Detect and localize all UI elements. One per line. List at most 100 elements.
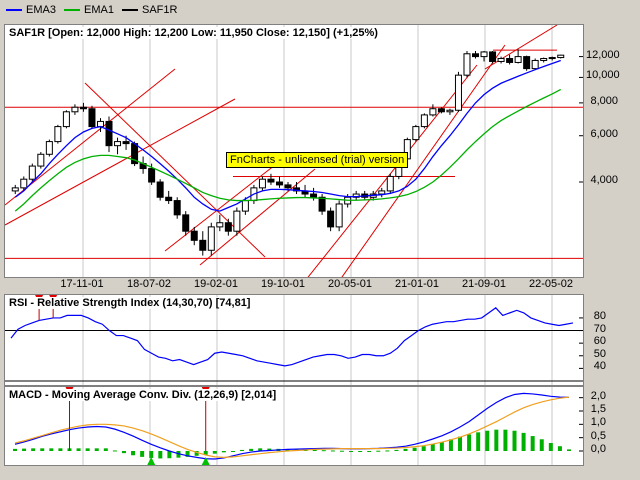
candle-body [327,210,335,228]
candle-body [71,106,79,113]
candle-body [258,178,266,189]
candle-body [540,58,548,61]
rsi-y-tick-label: 70 [593,322,606,335]
price-x-tick-label: 19-10-01 [260,278,306,290]
legend-item-ema1: EMA1 [64,3,114,17]
candle-body [420,114,428,128]
price-panel[interactable]: SAF1R [Open: 12,000 High: 12,200 Low: 11… [4,24,584,278]
macd-buy-marker [147,457,156,465]
macd-line-macd [14,392,570,460]
macd-histogram-bar [376,450,381,452]
candle-body [224,222,232,232]
candle-body [148,168,156,183]
candle-body [489,51,497,62]
candle-body [480,51,488,58]
candle-body [352,193,360,198]
candle-body [79,106,87,110]
rsi-line [10,307,574,367]
macd-histogram-bar [203,451,208,455]
macd-histogram-bar [285,449,290,451]
candle-body [122,141,130,145]
macd-histogram-bar [394,449,399,451]
macd-histogram-bar [103,448,108,451]
macd-histogram-bar [385,450,390,452]
macd-panel[interactable]: MACD - Moving Average Conv. Div. (12,26,… [4,386,584,466]
macd-histogram-bar [512,430,517,451]
candle-body [310,193,318,198]
macd-histogram-bar [85,448,90,451]
macd-histogram-bar [530,436,535,451]
candle-body [37,153,45,167]
candle-body [454,74,462,111]
macd-histogram-bar [321,450,326,452]
candle-body [531,59,539,70]
macd-histogram-bar [40,448,45,451]
macd-histogram-bar [503,429,508,451]
macd-histogram-bar [403,448,408,451]
price-x-tick-label: 20-05-01 [327,278,373,290]
candle-body [412,126,420,141]
ma-line-ema1 [14,88,562,212]
legend-label-saf1r: SAF1R [142,4,178,16]
macd-y-tick-label: 0,0 [590,443,606,455]
macd-histogram-bar [430,444,435,451]
macd-histogram-bar [367,451,372,452]
candle-body [275,181,283,186]
macd-histogram-bar [31,448,36,451]
macd-chart-svg [13,387,583,465]
legend-swatch-ema3 [6,9,22,11]
rsi-panel-title: RSI - Relative Strength Index (14,30,70)… [9,297,251,309]
price-y-tick-label: 4,000 [590,174,618,186]
candle-body [165,196,173,202]
candle-body [241,200,249,212]
macd-histogram-bar [94,448,99,451]
candle-body [233,210,241,232]
candle-body [557,54,565,59]
candle-body [199,239,207,251]
candle-body [54,126,62,143]
candle-body [267,178,275,183]
candle-body [105,120,113,147]
candle-body [216,222,224,228]
candle-body [96,120,104,128]
macd-histogram-bar [458,436,463,451]
candle-body [28,165,36,180]
macd-panel-title: MACD - Moving Average Conv. Div. (12,26,… [9,389,277,401]
legend-bar: EMA3 EMA1 SAF1R [0,0,640,22]
price-x-tick-label: 21-01-01 [394,278,440,290]
macd-histogram-bar [112,450,117,452]
macd-histogram-bar [476,432,481,451]
candle-body [156,181,164,198]
candle-body [386,175,394,192]
macd-histogram-bar [76,448,81,451]
macd-histogram-bar [312,449,317,451]
macd-buy-marker [201,457,210,465]
macd-histogram-bar [221,451,226,453]
legend-item-saf1r: SAF1R [122,3,177,17]
price-x-tick-label: 19-02-01 [193,278,239,290]
candle-body [506,58,514,63]
candle-body [207,226,215,251]
macd-histogram-bar [58,448,63,451]
candle-body [429,108,437,116]
macd-histogram-bar [212,451,217,454]
macd-histogram-bar [149,451,154,458]
macd-histogram-bar [548,443,553,451]
candle-body [11,187,19,192]
macd-histogram-bar [230,451,235,452]
candle-body [88,108,96,128]
macd-histogram-bar [494,429,499,451]
macd-histogram-bar [22,448,27,451]
price-x-tick-label: 22-05-02 [528,278,574,290]
candle-body [62,111,70,128]
macd-histogram-bar [467,434,472,451]
macd-histogram-bar [121,451,126,454]
price-y-tick-label: 10,000 [586,69,620,82]
macd-histogram-bar [358,451,363,452]
macd-histogram-bar [439,441,444,451]
price-chart-svg [5,25,583,277]
rsi-panel[interactable]: RSI - Relative Strength Index (14,30,70)… [4,294,584,386]
trend-line [484,25,558,70]
candle-body [514,56,522,63]
macd-histogram-bar [140,451,145,457]
